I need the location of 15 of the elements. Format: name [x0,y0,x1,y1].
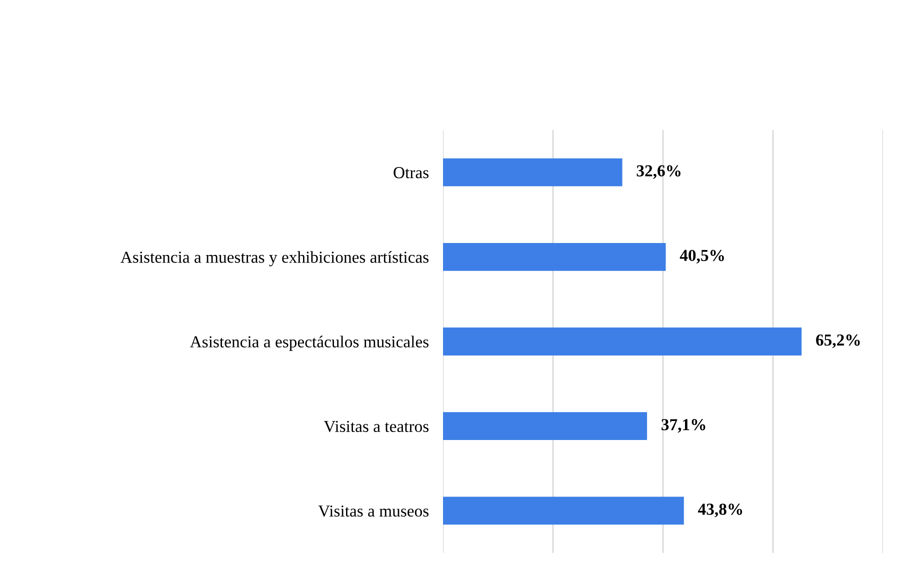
y-tick-label: Asistencia a muestras y exhibiciones artísticas [120,251,428,266]
y-tick-label: Asistencia a espectáculos musicales [190,336,428,351]
bar [443,412,648,440]
y-tick-label: Otras [394,167,429,178]
data-label: 32,6% [636,165,680,179]
data-label: 40,5% [680,250,724,264]
y-tick-label: Visitas a teatros [324,420,429,432]
bar [443,158,622,186]
data-label: 37,1% [662,419,706,433]
bar [443,328,802,356]
data-label: 43,8% [698,504,742,518]
bar [443,242,666,271]
bar [443,496,684,525]
data-label: 65,2% [816,334,860,348]
y-tick-label: Visitas a museos [318,505,428,517]
